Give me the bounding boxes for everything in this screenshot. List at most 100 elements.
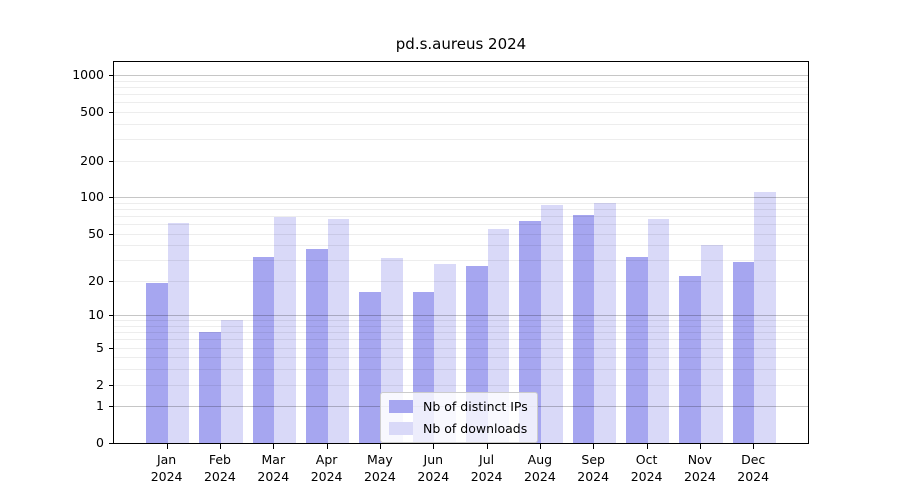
chart-title: pd.s.aureus 2024 [395, 35, 527, 53]
y-tick-label-1000: 1000 [72, 66, 104, 82]
x-tick-may-2024 [379, 444, 382, 449]
bar-nb-of-distinct-ips-apr-2024 [305, 249, 328, 443]
x-tick-dec-2024 [753, 444, 755, 449]
bar-nb-of-distinct-ips-jan-2024 [145, 283, 168, 443]
y-tick-label-1: 1 [96, 398, 104, 414]
bar-nb-of-downloads-nov-2024 [700, 245, 723, 443]
legend-item-downloads: Nb of downloads [389, 421, 528, 436]
y-tick-100 [109, 197, 113, 199]
y-tick-20 [109, 280, 113, 282]
gridline-minor-200 [114, 160, 808, 162]
gridline-minor-6 [114, 339, 808, 341]
bar-nb-of-downloads-sep-2024 [594, 203, 616, 443]
gridline-minor-400 [114, 123, 808, 125]
x-tick-label-feb-2024: Feb 2024 [203, 452, 236, 484]
y-tick-10 [109, 315, 113, 317]
gridline-major-1000 [114, 74, 808, 76]
y-tick-1 [109, 406, 113, 408]
bar-nb-of-distinct-ips-sep-2024 [572, 215, 595, 443]
legend-swatch-downloads [389, 422, 413, 435]
gridline-minor-900 [114, 80, 808, 82]
y-tick-0 [109, 443, 113, 445]
x-axis: Jan 2024 Feb 2024 Mar 2024 Apr 2024 May 2024 Jun 20… [113, 444, 809, 500]
y-tick-1000 [109, 74, 113, 77]
bar-nb-of-downloads-apr-2024 [327, 219, 350, 443]
x-tick-feb-2024 [219, 444, 222, 449]
y-tick-50 [109, 233, 113, 235]
y-tick-500 [109, 111, 113, 113]
legend-swatch-distinct-ips [389, 400, 413, 413]
x-tick-sep-2024 [593, 444, 595, 449]
gridline-minor-30 [114, 260, 808, 262]
gridline-minor-2 [114, 384, 808, 386]
y-tick-200 [109, 160, 113, 162]
x-tick-label-nov-2024: Nov 2024 [683, 452, 716, 484]
gridline-minor-600 [114, 102, 808, 104]
x-tick-label-oct-2024: Oct 2024 [630, 452, 663, 484]
gridline-major-100 [114, 197, 808, 199]
x-tick-label-jul-2024: Jul 2024 [470, 452, 503, 484]
y-tick-2 [109, 384, 113, 386]
gridline-minor-5 [114, 347, 808, 349]
gridline-minor-7 [114, 332, 808, 334]
x-tick-jul-2024 [486, 444, 488, 449]
bar-nb-of-distinct-ips-may-2024 [359, 292, 381, 443]
bar-nb-of-downloads-dec-2024 [754, 191, 776, 443]
gridline-minor-500 [114, 111, 808, 113]
y-tick-label-500: 500 [80, 103, 104, 119]
gridline-minor-9 [114, 320, 808, 322]
legend-label-distinct-ips: Nb of distinct IPs [423, 399, 528, 414]
gridline-minor-80 [114, 208, 808, 210]
bar-nb-of-distinct-ips-mar-2024 [252, 256, 275, 443]
gridline-minor-8 [114, 325, 808, 327]
gridline-minor-4 [114, 357, 808, 359]
x-tick-jan-2024 [166, 444, 168, 449]
legend-item-distinct-ips: Nb of distinct IPs [389, 399, 528, 414]
y-tick-label-100: 100 [80, 189, 104, 205]
bar-nb-of-distinct-ips-feb-2024 [199, 332, 221, 443]
x-tick-label-may-2024: May 2024 [363, 452, 396, 484]
gridline-major-10 [114, 315, 808, 317]
plot-area: Nb of distinct IPs Nb of downloads [113, 61, 809, 444]
x-tick-oct-2024 [646, 444, 648, 449]
y-tick-label-0: 0 [96, 435, 104, 450]
gridline-minor-50 [114, 233, 808, 235]
gridline-minor-60 [114, 224, 808, 225]
x-tick-label-jun-2024: Jun 2024 [417, 452, 450, 484]
y-tick-label-10: 10 [88, 307, 104, 323]
gridline-minor-700 [114, 93, 808, 95]
x-tick-apr-2024 [326, 444, 328, 449]
bar-nb-of-distinct-ips-oct-2024 [625, 256, 648, 443]
gridline-minor-90 [114, 202, 808, 204]
y-tick-label-20: 20 [88, 272, 104, 288]
gridline-minor-3 [114, 369, 808, 371]
y-tick-label-2: 2 [96, 376, 104, 392]
x-tick-aug-2024 [539, 444, 542, 449]
gridline-minor-70 [114, 215, 808, 217]
gridline-minor-800 [114, 86, 808, 88]
x-tick-label-dec-2024: Dec 2024 [737, 452, 770, 484]
legend-label-downloads: Nb of downloads [423, 421, 528, 436]
x-tick-nov-2024 [699, 444, 702, 449]
bar-nb-of-distinct-ips-aug-2024 [519, 220, 541, 443]
legend: Nb of distinct IPs Nb of downloads [380, 392, 538, 443]
gridline-minor-300 [114, 139, 808, 140]
x-tick-label-aug-2024: Aug 2024 [523, 452, 556, 484]
x-tick-jun-2024 [433, 444, 435, 449]
x-tick-label-mar-2024: Mar 2024 [257, 452, 290, 484]
x-tick-label-apr-2024: Apr 2024 [310, 452, 343, 484]
bar-nb-of-downloads-mar-2024 [274, 217, 296, 443]
bar-nb-of-downloads-jul-2024 [487, 228, 510, 443]
gridline-minor-40 [114, 245, 808, 247]
x-tick-mar-2024 [273, 444, 275, 449]
x-tick-label-sep-2024: Sep 2024 [577, 452, 610, 484]
bar-nb-of-downloads-oct-2024 [647, 219, 670, 443]
bar-nb-of-distinct-ips-dec-2024 [732, 261, 755, 443]
bar-nb-of-downloads-feb-2024 [220, 320, 243, 443]
gridline-minor-20 [114, 280, 808, 282]
x-tick-label-jan-2024: Jan 2024 [150, 452, 183, 484]
y-tick-label-200: 200 [80, 152, 104, 168]
bar-nb-of-downloads-jan-2024 [167, 223, 190, 443]
bar-nb-of-downloads-aug-2024 [540, 204, 563, 443]
